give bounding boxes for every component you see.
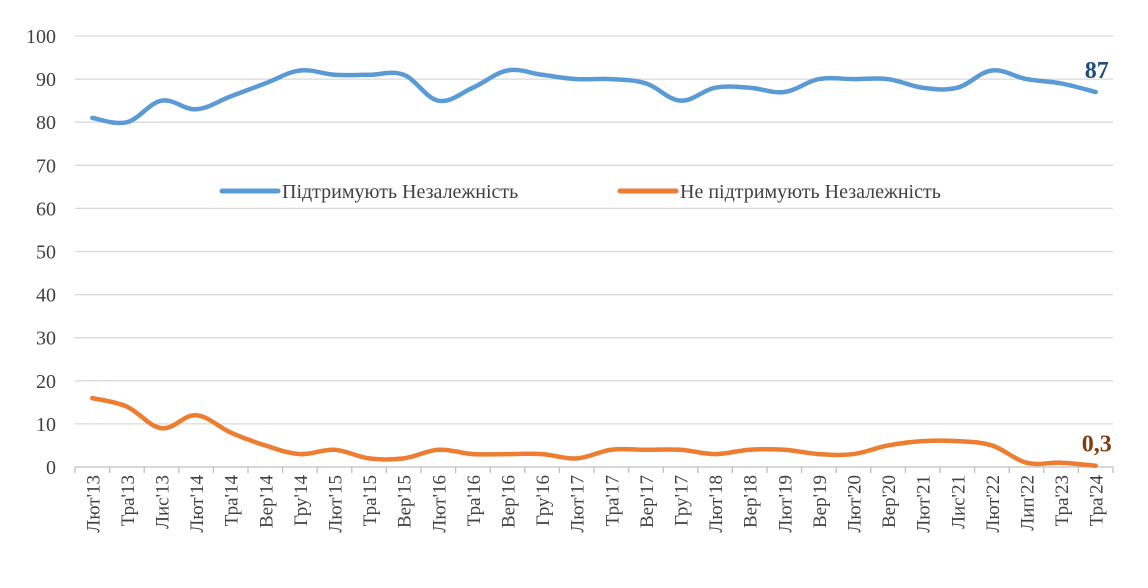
x-tick-label: Гру'17 [672, 475, 693, 526]
x-tick-label: Вер'16 [499, 475, 520, 528]
y-tick-label: 100 [26, 26, 56, 48]
x-tick-label: Вер'19 [810, 475, 831, 528]
x-tick-label: Лис'13 [153, 475, 174, 529]
x-tick-label: Лют'22 [983, 475, 1004, 533]
x-tick-label: Гру'14 [291, 475, 312, 526]
y-tick-label: 90 [36, 69, 56, 91]
end-value-label: 0,3 [1082, 432, 1112, 458]
series-line-1 [92, 70, 1095, 123]
x-tick-label: Лис'21 [948, 475, 969, 529]
x-tick-label: Тра'23 [1052, 475, 1073, 526]
x-tick-label: Лют'18 [706, 475, 727, 533]
x-tick-label: Лют'16 [429, 475, 450, 533]
x-tick-label: Вер'14 [256, 475, 277, 529]
end-value-label: 87 [1085, 58, 1109, 84]
y-axis-ticks: 0 10 20 30 40 50 60 70 80 90 100 [26, 26, 56, 479]
x-tick-label: Лют'13 [83, 475, 104, 533]
x-axis: Лют'13 Тра'13 Лис'13 Лют'14 Тра'14 Вер'14 Гру'… [75, 467, 1113, 533]
x-tick-label: Лют'14 [187, 475, 208, 533]
y-tick-label: 50 [36, 242, 56, 264]
end-labels: 870,3 [1082, 58, 1112, 458]
x-tick-label: Лют'20 [845, 475, 866, 533]
x-tick-label: Вер'18 [741, 475, 762, 528]
legend-label: Не підтримують Незалежність [680, 181, 941, 203]
series-line-2 [92, 398, 1095, 466]
legend: Підтримують Незалежність Не підтримують Н… [222, 181, 941, 203]
series-lines [92, 70, 1096, 466]
y-tick-label: 40 [36, 285, 56, 307]
x-tick-label: Гру'16 [533, 475, 554, 526]
y-tick-label: 70 [36, 155, 56, 177]
y-tick-label: 0 [46, 457, 56, 479]
x-tick-label: Лют'21 [914, 475, 935, 533]
x-tick-label: Тра'17 [602, 475, 623, 526]
x-tick-label: Вер'17 [637, 475, 658, 528]
x-tick-label: Вер'20 [879, 475, 900, 528]
legend-label: Підтримують Незалежність [282, 181, 518, 203]
x-tick-label: Тра'15 [360, 475, 381, 526]
x-tick-label: Лют'15 [326, 475, 347, 533]
x-tick-label: Лют'19 [775, 475, 796, 533]
y-tick-label: 60 [36, 198, 56, 220]
x-tick-label: Лип'22 [1018, 475, 1039, 531]
y-tick-label: 80 [36, 112, 56, 134]
x-tick-label: Лют'17 [568, 475, 589, 533]
x-tick-label: Тра'14 [222, 475, 243, 527]
x-tick-label: Тра'16 [464, 475, 485, 526]
x-tick-label: Тра'24 [1087, 475, 1108, 527]
x-tick-label: Тра'13 [118, 475, 139, 526]
y-tick-label: 20 [36, 371, 56, 393]
x-tick-label: Вер'15 [395, 475, 416, 528]
y-tick-label: 10 [36, 414, 56, 436]
y-tick-label: 30 [36, 328, 56, 350]
